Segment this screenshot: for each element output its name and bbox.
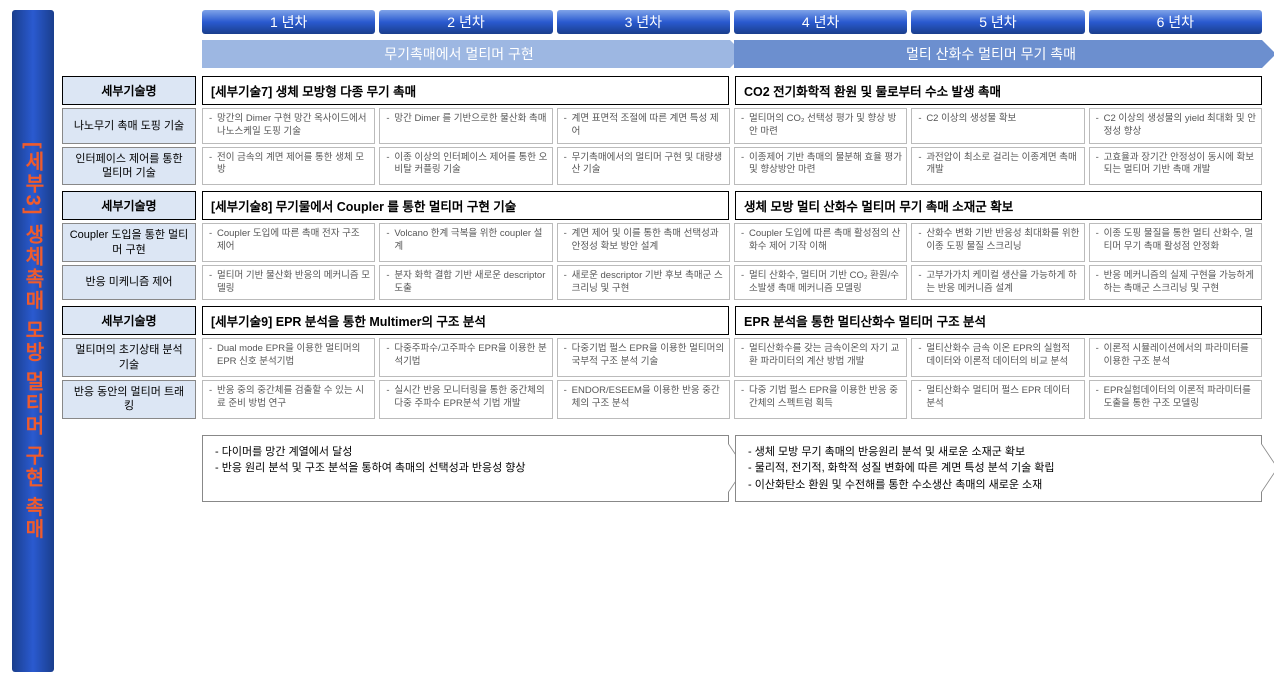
row-cells: Coupler 도입에 따른 촉매 전자 구조 제어Volcano 한계 극복을…	[202, 223, 1262, 262]
cell-y3: ENDOR/ESEEM을 이용한 반응 중간체의 구조 분석	[557, 380, 730, 419]
cell-y2: 실시간 반응 모니터링을 통한 중간체의 다중 주파수 EPR분석 기법 개발	[379, 380, 552, 419]
section-row: 반응 미케니즘 제어멀티머 기반 물산화 반응의 메커니즘 모델링분자 화학 결…	[62, 265, 1262, 301]
summary-item: 생체 모방 무기 촉매의 반응원리 분석 및 새로운 소재군 확보	[748, 444, 1237, 461]
cell-y4: Coupler 도입에 따른 촉매 활성점의 산화수 제어 기작 이해	[734, 223, 907, 262]
row-label: 반응 동안의 멀티머 트래킹	[62, 380, 196, 419]
row-label: 나노무기 촉매 도핑 기술	[62, 108, 196, 144]
cell-y5: 고부가가치 케미컬 생산을 가능하게 하는 반응 메커니즘 설계	[911, 265, 1084, 301]
vertical-title-banner: [세부3] 생체촉매 모방 멀티머 구현 촉매	[12, 10, 54, 672]
row-cells: 반응 중의 중간체를 검출할 수 있는 시료 준비 방법 연구실시간 반응 모니…	[202, 380, 1262, 419]
cell-y2: 분자 화학 결합 기반 새로운 descriptor 도출	[379, 265, 552, 301]
cell-y6: 이론적 시뮬레이션에서의 파라미터를 이용한 구조 분석	[1089, 338, 1262, 377]
section-row: 반응 동안의 멀티머 트래킹반응 중의 중간체를 검출할 수 있는 시료 준비 …	[62, 380, 1262, 419]
row-label: 반응 미케니즘 제어	[62, 265, 196, 301]
section-row: 인터페이스 제어를 통한 멀티머 기술전이 금속의 계면 제어를 통한 생체 모…	[62, 147, 1262, 186]
cell-y2: 망간 Dimer 를 기반으로한 물산화 촉매	[379, 108, 552, 144]
summary-right: 생체 모방 무기 촉매의 반응원리 분석 및 새로운 소재군 확보물리적, 전기…	[735, 435, 1262, 503]
section-row: Coupler 도입을 통한 멀티머 구현Coupler 도입에 따른 촉매 전…	[62, 223, 1262, 262]
cell-y6: 고효율과 장기간 안정성이 동시에 확보되는 멀티머 기반 촉매 개발	[1089, 147, 1262, 186]
section-title-left: [세부기술7] 생체 모방형 다종 무기 촉매	[202, 76, 729, 105]
cell-y3: 계면 제어 및 이를 통한 촉매 선택성과 안정성 확보 방안 설계	[557, 223, 730, 262]
cell-y6: 이종 도핑 물질을 통한 멀티 산화수, 멀티머 무기 촉매 활성점 안정화	[1089, 223, 1262, 262]
section-title-right: CO2 전기화학적 환원 및 물로부터 수소 발생 촉매	[735, 76, 1262, 105]
cell-y1: 전이 금속의 계면 제어를 통한 생체 모방	[202, 147, 375, 186]
summary-row: 다이머를 망간 계열에서 달성반응 원리 분석 및 구조 분석을 통하여 촉매의…	[202, 435, 1262, 503]
summary-item: 물리적, 전기적, 화학적 성질 변화에 따른 계면 특성 분석 기술 확립	[748, 460, 1237, 477]
summary-left: 다이머를 망간 계열에서 달성반응 원리 분석 및 구조 분석을 통하여 촉매의…	[202, 435, 729, 503]
cell-y3: 다중기법 펄스 EPR을 이용한 멀티머의 국부적 구조 분석 기술	[557, 338, 730, 377]
row-cells: 망간의 Dimer 구현 망간 옥사이드에서 나노스케일 도핑 기술망간 Dim…	[202, 108, 1262, 144]
section-title-left: [세부기술8] 무기물에서 Coupler 를 통한 멀티머 구현 기술	[202, 191, 729, 220]
cell-y1: Dual mode EPR을 이용한 멀티머의 EPR 신호 분석기법	[202, 338, 375, 377]
section-3: 세부기술명[세부기술9] EPR 분석을 통한 Multimer의 구조 분석E…	[62, 306, 1262, 418]
section-row: 나노무기 촉매 도핑 기술망간의 Dimer 구현 망간 옥사이드에서 나노스케…	[62, 108, 1262, 144]
year-pill-4: 4 년차	[734, 10, 907, 34]
summary-item: 이산화탄소 환원 및 수전해를 통한 수소생산 촉매의 새로운 소재	[748, 477, 1237, 494]
section-title-left: [세부기술9] EPR 분석을 통한 Multimer의 구조 분석	[202, 306, 729, 335]
row-label: 인터페이스 제어를 통한 멀티머 기술	[62, 147, 196, 186]
year-header-row: 1 년차2 년차3 년차4 년차5 년차6 년차	[202, 10, 1262, 34]
section-head: 세부기술명[세부기술7] 생체 모방형 다종 무기 촉매CO2 전기화학적 환원…	[62, 76, 1262, 105]
section-2: 세부기술명[세부기술8] 무기물에서 Coupler 를 통한 멀티머 구현 기…	[62, 191, 1262, 300]
cell-y4: 멀티산화수를 갖는 금속이온의 자기 교환 파라미터의 계산 방법 개발	[734, 338, 907, 377]
summary-item: 다이머를 망간 계열에서 달성	[215, 444, 704, 461]
section-row: 멀티머의 초기상태 분석 기술Dual mode EPR을 이용한 멀티머의 E…	[62, 338, 1262, 377]
cell-y5: 과전압이 최소로 걸리는 이종계면 촉매 개발	[911, 147, 1084, 186]
section-head: 세부기술명[세부기술9] EPR 분석을 통한 Multimer의 구조 분석E…	[62, 306, 1262, 335]
year-pill-5: 5 년차	[911, 10, 1084, 34]
row-head-label: 세부기술명	[62, 76, 196, 105]
cell-y4: 다중 기법 펄스 EPR을 이용한 반응 중간체의 스펙트럼 획득	[734, 380, 907, 419]
cell-y2: 다중주파수/고주파수 EPR을 이용한 분석기법	[379, 338, 552, 377]
phase-arrow-right: 멀티 산화수 멀티머 무기 촉매	[734, 40, 1262, 68]
cell-y2: Volcano 한계 극복을 위한 coupler 설계	[379, 223, 552, 262]
row-head-label: 세부기술명	[62, 306, 196, 335]
row-label: Coupler 도입을 통한 멀티머 구현	[62, 223, 196, 262]
cell-y5: C2 이상의 생성물 확보	[911, 108, 1084, 144]
cell-y5: 멀티산화수 금속 이온 EPR의 실험적 데이터와 이론적 데이터의 비교 분석	[911, 338, 1084, 377]
phase-arrow-left: 무기촉매에서 멀티머 구현	[202, 40, 730, 68]
cell-y5: 산화수 변화 기반 반응성 최대화를 위한 이종 도핑 물질 스크리닝	[911, 223, 1084, 262]
cell-y1: 멀티머 기반 물산화 반응의 메커니즘 모델링	[202, 265, 375, 301]
cell-y6: C2 이상의 생성물의 yield 최대화 및 안정성 향상	[1089, 108, 1262, 144]
row-cells: Dual mode EPR을 이용한 멀티머의 EPR 신호 분석기법다중주파수…	[202, 338, 1262, 377]
section-title-right: 생체 모방 멀티 산화수 멀티머 무기 촉매 소재군 확보	[735, 191, 1262, 220]
cell-y1: Coupler 도입에 따른 촉매 전자 구조 제어	[202, 223, 375, 262]
year-pill-1: 1 년차	[202, 10, 375, 34]
row-label: 멀티머의 초기상태 분석 기술	[62, 338, 196, 377]
cell-y1: 반응 중의 중간체를 검출할 수 있는 시료 준비 방법 연구	[202, 380, 375, 419]
cell-y5: 멀티산화수 멀티머 펄스 EPR 데이터 분석	[911, 380, 1084, 419]
row-cells: 멀티머 기반 물산화 반응의 메커니즘 모델링분자 화학 결합 기반 새로운 d…	[202, 265, 1262, 301]
row-cells: 전이 금속의 계면 제어를 통한 생체 모방이종 이상의 인터페이스 제어를 통…	[202, 147, 1262, 186]
section-title-right: EPR 분석을 통한 멀티산화수 멀티머 구조 분석	[735, 306, 1262, 335]
summary-item: 반응 원리 분석 및 구조 분석을 통하여 촉매의 선택성과 반응성 향상	[215, 460, 704, 477]
cell-y6: 반응 메커니즘의 실제 구현을 가능하게 하는 촉매군 스크리닝 및 구현	[1089, 265, 1262, 301]
cell-y3: 새로운 descriptor 기반 후보 촉매군 스크리닝 및 구현	[557, 265, 730, 301]
year-pill-2: 2 년차	[379, 10, 552, 34]
year-pill-6: 6 년차	[1089, 10, 1262, 34]
cell-y2: 이종 이상의 인터페이스 제어를 통한 오비탈 커플링 기술	[379, 147, 552, 186]
cell-y1: 망간의 Dimer 구현 망간 옥사이드에서 나노스케일 도핑 기술	[202, 108, 375, 144]
cell-y4: 이종제어 기반 촉매의 물분해 효율 평가 및 향상방안 마련	[734, 147, 907, 186]
section-head: 세부기술명[세부기술8] 무기물에서 Coupler 를 통한 멀티머 구현 기…	[62, 191, 1262, 220]
year-pill-3: 3 년차	[557, 10, 730, 34]
main-grid: 1 년차2 년차3 년차4 년차5 년차6 년차 무기촉매에서 멀티머 구현 멀…	[62, 10, 1262, 672]
cell-y3: 계면 표면적 조절에 따른 계면 특성 제어	[557, 108, 730, 144]
phase-arrow-row: 무기촉매에서 멀티머 구현 멀티 산화수 멀티머 무기 촉매	[202, 40, 1262, 68]
row-head-label: 세부기술명	[62, 191, 196, 220]
cell-y4: 멀티머의 CO₂ 선택성 평가 및 향상 방안 마련	[734, 108, 907, 144]
cell-y6: EPR실험데이터의 이론적 파라미터를 도출을 통한 구조 모델링	[1089, 380, 1262, 419]
section-1: 세부기술명[세부기술7] 생체 모방형 다종 무기 촉매CO2 전기화학적 환원…	[62, 76, 1262, 185]
cell-y4: 멀티 산화수, 멀티머 기반 CO₂ 환원/수소발생 촉매 메커니즘 모델링	[734, 265, 907, 301]
cell-y3: 무기촉매에서의 멀티머 구현 및 대량생산 기술	[557, 147, 730, 186]
